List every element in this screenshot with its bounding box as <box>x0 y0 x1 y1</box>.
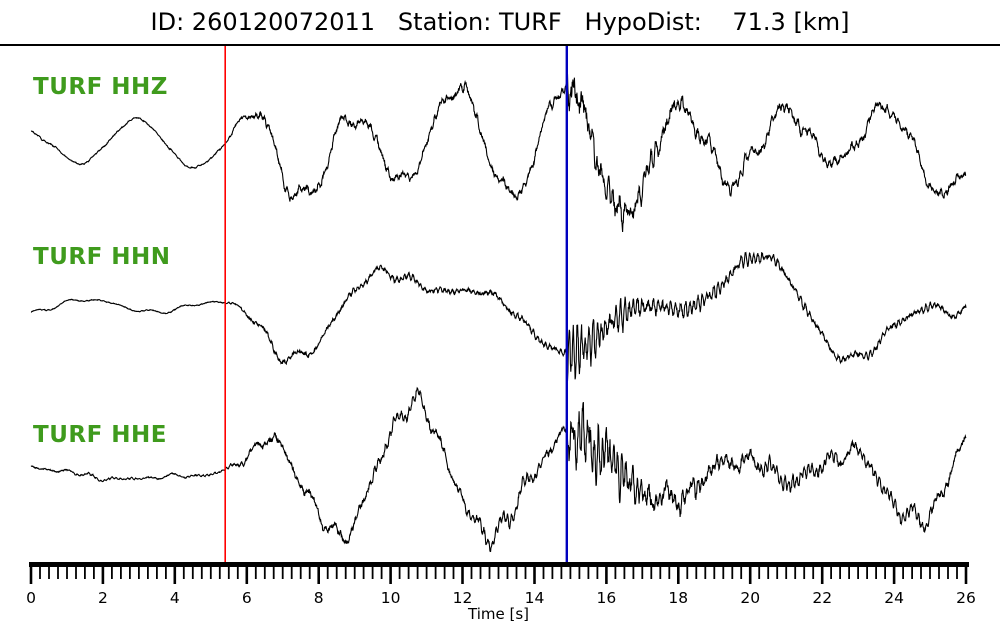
waveform-trace-turf-hhn <box>30 251 967 382</box>
x-axis-tick-label: 16 <box>597 589 617 607</box>
trace-label-turf-hhn: TURF HHN <box>33 244 171 270</box>
trace-label-turf-hhz: TURF HHZ <box>33 74 168 100</box>
waveform-trace-turf-hhz <box>30 70 967 233</box>
x-axis-tick-label: 6 <box>242 589 252 607</box>
x-axis-tick-label: 10 <box>381 589 401 607</box>
trace-label-turf-hhe: TURF HHE <box>33 422 168 448</box>
x-axis-tick-label: 22 <box>812 589 832 607</box>
x-axis-label: Time [s] <box>468 605 529 623</box>
title-divider <box>0 44 1000 46</box>
x-axis-line <box>29 562 969 567</box>
x-axis-tick-label: 12 <box>453 589 473 607</box>
x-axis-tick-label: 4 <box>170 589 180 607</box>
x-axis-tick-label: 8 <box>314 589 324 607</box>
x-axis-tick-label: 0 <box>26 589 36 607</box>
x-axis-tick-label: 24 <box>884 589 904 607</box>
x-axis-tick-label: 26 <box>956 589 976 607</box>
x-axis-tick-label: 18 <box>668 589 688 607</box>
x-axis-tick-label: 14 <box>525 589 545 607</box>
x-axis-tick-label: 2 <box>98 589 108 607</box>
waveform-trace-turf-hhe <box>30 386 967 553</box>
x-axis-tick-label: 20 <box>740 589 760 607</box>
figure-title: ID: 260120072011 Station: TURF HypoDist:… <box>150 8 850 36</box>
